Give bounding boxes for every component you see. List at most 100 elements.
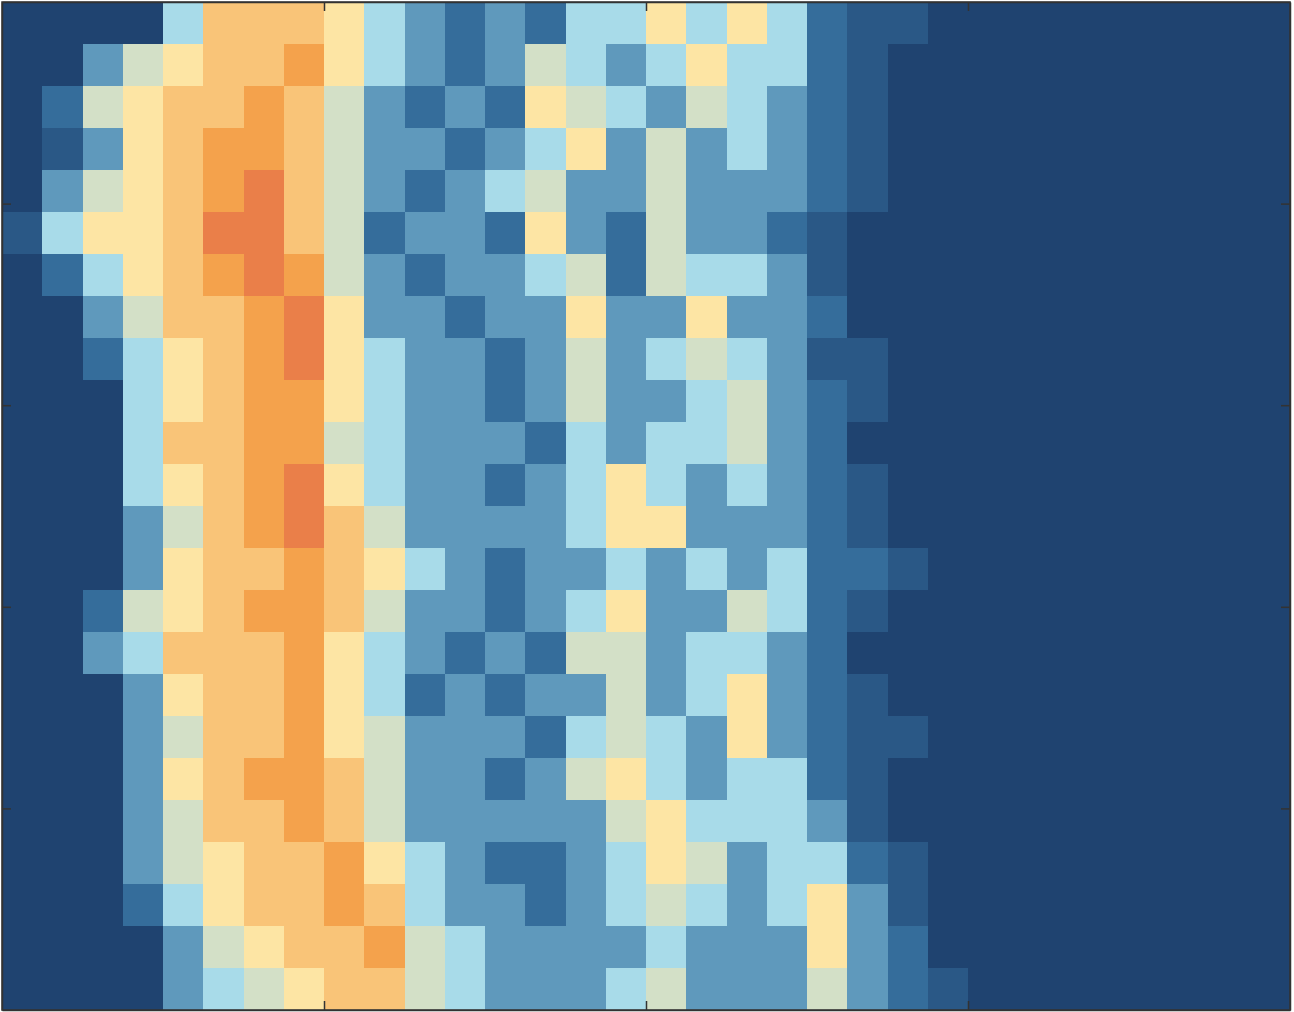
cell — [284, 128, 325, 171]
cell — [1210, 380, 1251, 423]
cell — [1049, 716, 1090, 759]
cell — [968, 2, 1009, 45]
cell — [1250, 380, 1290, 423]
cell — [364, 86, 405, 129]
cell — [606, 2, 647, 45]
cell — [364, 380, 405, 423]
cell — [1169, 758, 1210, 801]
cell — [42, 380, 83, 423]
cell — [203, 884, 244, 927]
cell — [42, 338, 83, 381]
cell — [807, 674, 848, 717]
cell — [1089, 2, 1130, 45]
cell — [686, 170, 727, 213]
cell — [1169, 338, 1210, 381]
tick — [646, 2, 647, 11]
cell — [727, 632, 768, 675]
cell — [1129, 506, 1170, 549]
cell — [405, 128, 446, 171]
cell — [1210, 338, 1251, 381]
cell — [364, 128, 405, 171]
cell — [807, 716, 848, 759]
cell — [525, 464, 566, 507]
cell — [405, 716, 446, 759]
cell — [324, 2, 365, 45]
cell — [324, 338, 365, 381]
cell — [968, 968, 1009, 1010]
cell — [445, 884, 486, 927]
cell — [123, 842, 164, 885]
cell — [566, 170, 607, 213]
cell — [123, 674, 164, 717]
cell — [888, 380, 929, 423]
cell — [1049, 674, 1090, 717]
cell — [1169, 422, 1210, 465]
cell — [1089, 926, 1130, 969]
cell — [163, 464, 204, 507]
cell — [566, 2, 607, 45]
cell — [83, 170, 124, 213]
cell — [968, 548, 1009, 591]
cell — [1210, 422, 1251, 465]
cell — [646, 800, 687, 843]
cell — [1049, 44, 1090, 87]
cell — [445, 380, 486, 423]
cell — [1169, 842, 1210, 885]
cell — [203, 716, 244, 759]
cell — [244, 632, 285, 675]
cell — [888, 338, 929, 381]
cell — [1129, 380, 1170, 423]
cell — [123, 464, 164, 507]
cell — [485, 548, 526, 591]
cell — [686, 548, 727, 591]
cell — [606, 968, 647, 1010]
cell — [1210, 296, 1251, 339]
cell — [1169, 2, 1210, 45]
cell — [2, 674, 43, 717]
cell — [1210, 590, 1251, 633]
cell — [606, 716, 647, 759]
cell — [244, 968, 285, 1010]
cell — [525, 86, 566, 129]
cell — [1250, 716, 1290, 759]
cell — [686, 464, 727, 507]
cell — [928, 170, 969, 213]
cell — [1210, 506, 1251, 549]
cell — [445, 674, 486, 717]
cell — [324, 380, 365, 423]
cell — [364, 254, 405, 297]
cell — [163, 338, 204, 381]
cell — [324, 254, 365, 297]
cell — [525, 968, 566, 1010]
cell — [767, 548, 808, 591]
cell — [807, 800, 848, 843]
cell — [888, 170, 929, 213]
cell — [1210, 128, 1251, 171]
cell — [244, 590, 285, 633]
tick-mark — [968, 1001, 970, 1010]
cell — [566, 842, 607, 885]
cell — [968, 926, 1009, 969]
cell — [807, 212, 848, 255]
cell — [807, 506, 848, 549]
cell — [364, 170, 405, 213]
cell — [566, 884, 607, 927]
cell — [1250, 422, 1290, 465]
cell — [646, 170, 687, 213]
cell — [163, 212, 204, 255]
cell — [1169, 674, 1210, 717]
cell — [566, 254, 607, 297]
cell — [928, 44, 969, 87]
cell — [606, 380, 647, 423]
cell — [1169, 44, 1210, 87]
cell — [1250, 464, 1290, 507]
cell — [1008, 758, 1049, 801]
cell — [928, 926, 969, 969]
cell — [405, 2, 446, 45]
cell — [1129, 338, 1170, 381]
cell — [83, 548, 124, 591]
cell — [83, 590, 124, 633]
cell — [123, 380, 164, 423]
cell — [968, 296, 1009, 339]
cell — [445, 170, 486, 213]
